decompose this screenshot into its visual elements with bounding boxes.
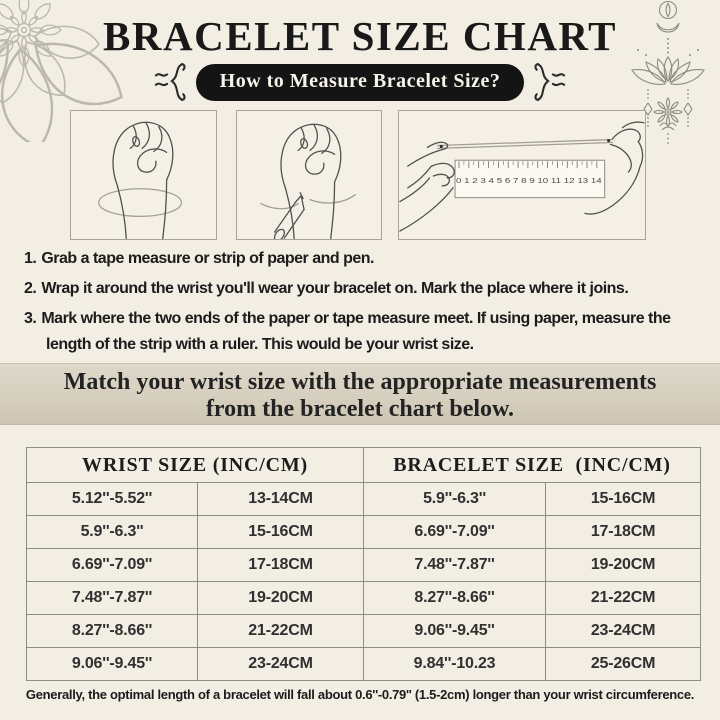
size-cell: 6.69''-7.09'' <box>26 548 198 582</box>
step-item-1: 1. Grab a tape measure or strip of paper … <box>24 246 706 272</box>
size-cell: 13-14CM <box>196 482 365 516</box>
size-cell: 19-20CM <box>545 548 702 582</box>
step-number: 3. <box>24 310 37 327</box>
size-cell: 5.9''-6.3'' <box>363 482 547 516</box>
size-cell: 23-24CM <box>196 647 365 681</box>
size-table: WRIST SIZE (INC/CM) BRACELET SIZE (INC/C… <box>25 447 702 681</box>
subtitle-badge: How to Measure Bracelet Size? <box>195 63 525 101</box>
size-cell: 15-16CM <box>545 482 702 516</box>
page-title: BRACELET SIZE CHART <box>103 13 617 59</box>
size-cell: 17-18CM <box>545 515 702 549</box>
table-row: 9.06''-9.45'' 23-24CM 9.84''-10.23 25-26… <box>26 647 702 681</box>
footnote: Generally, the optimal length of a brace… <box>25 687 695 702</box>
illustration-panel-pen <box>236 110 382 240</box>
size-cell: 25-26CM <box>545 647 702 681</box>
ruler-numbers: 0 1 2 3 4 5 6 7 8 9 10 11 12 13 14 <box>456 176 602 185</box>
step-number: 2. <box>24 280 37 297</box>
match-banner: Match your wrist size with the appropria… <box>0 363 720 425</box>
size-cell: 17-18CM <box>196 548 365 582</box>
wrist-size-header: WRIST SIZE (INC/CM) <box>25 447 365 483</box>
banner-line-2: from the bracelet chart below. <box>205 396 515 422</box>
step-number: 1. <box>24 250 37 267</box>
step-item-3: 3. Mark where the two ends of the paper o… <box>24 306 706 358</box>
size-cell: 19-20CM <box>196 581 365 615</box>
size-cell: 23-24CM <box>545 614 702 648</box>
table-row: 5.12''-5.52'' 13-14CM 5.9''-6.3'' 15-16C… <box>26 482 702 516</box>
size-cell: 15-16CM <box>196 515 365 549</box>
ruler-measure-illustration: 0 1 2 3 4 5 6 7 8 9 10 11 12 13 14 <box>399 121 645 232</box>
size-cell: 9.06''-9.45'' <box>363 614 547 648</box>
table-row: 5.9''-6.3'' 15-16CM 6.69''-7.09'' 17-18C… <box>26 515 702 549</box>
size-cell: 5.12''-5.52'' <box>26 482 198 516</box>
size-cell: 9.06''-9.45'' <box>26 647 198 681</box>
measure-steps: 1. Grab a tape measure or strip of paper … <box>24 246 706 362</box>
table-row: 8.27''-8.66'' 21-22CM 9.06''-9.45'' 23-2… <box>26 614 702 648</box>
flourish-left-icon <box>154 63 186 101</box>
step-item-2: 2. Wrap it around the wrist you'll wear y… <box>24 276 706 302</box>
flourish-right-icon <box>534 63 566 101</box>
size-cell: 7.48''-7.87'' <box>363 548 547 582</box>
size-cell: 8.27''-8.66'' <box>363 581 547 615</box>
size-cell: 21-22CM <box>545 581 702 615</box>
step-text: Mark where the two ends of the paper or … <box>41 310 671 353</box>
size-cell: 5.9''-6.3'' <box>26 515 198 549</box>
size-cell: 6.69''-7.09'' <box>363 515 547 549</box>
illustration-panel-ruler: 0 1 2 3 4 5 6 7 8 9 10 11 12 13 14 <box>398 110 646 240</box>
illustration-panel-tape <box>70 110 217 240</box>
banner-line-1: Match your wrist size with the appropria… <box>63 369 657 395</box>
hand-with-tape-illustration <box>98 121 183 239</box>
step-text: Wrap it around the wrist you'll wear you… <box>41 280 629 297</box>
table-row: 6.69''-7.09'' 17-18CM 7.48''-7.87'' 19-2… <box>26 548 702 582</box>
subtitle-row: How to Measure Bracelet Size? <box>0 61 720 103</box>
size-cell: 21-22CM <box>196 614 365 648</box>
table-header-row: WRIST SIZE (INC/CM) BRACELET SIZE (INC/C… <box>25 447 702 483</box>
step-text: Grab a tape measure or strip of paper an… <box>41 250 374 267</box>
bracelet-size-header: BRACELET SIZE (INC/CM) <box>363 447 702 483</box>
size-cell: 9.84''-10.23 <box>363 647 547 681</box>
table-row: 7.48''-7.87'' 19-20CM 8.27''-8.66'' 21-2… <box>26 581 702 615</box>
hand-with-pen-illustration <box>260 123 356 239</box>
size-cell: 7.48''-7.87'' <box>26 581 198 615</box>
size-cell: 8.27''-8.66'' <box>26 614 198 648</box>
